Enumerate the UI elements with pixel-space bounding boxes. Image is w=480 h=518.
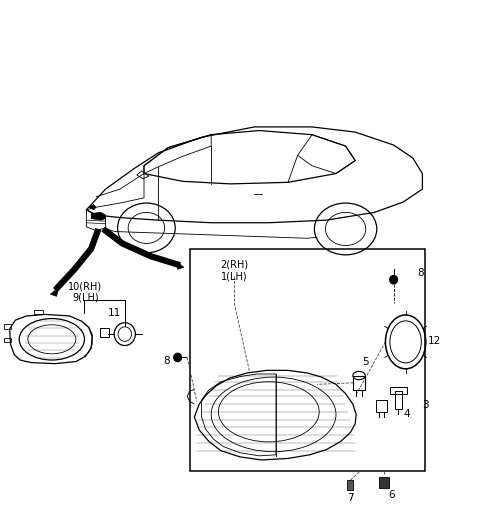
- Text: 8: 8: [163, 355, 170, 366]
- Polygon shape: [91, 212, 106, 220]
- Text: 6: 6: [388, 490, 395, 500]
- Circle shape: [390, 276, 397, 284]
- Text: 8: 8: [418, 268, 424, 278]
- Polygon shape: [177, 262, 184, 269]
- Text: 3: 3: [422, 400, 429, 410]
- Text: 12: 12: [428, 336, 442, 346]
- Text: 5: 5: [362, 356, 369, 367]
- Polygon shape: [50, 287, 59, 296]
- Text: 7: 7: [347, 493, 354, 503]
- Bar: [395, 391, 402, 409]
- Bar: [353, 376, 365, 390]
- Text: 11: 11: [108, 308, 121, 319]
- Bar: [190, 249, 425, 471]
- Polygon shape: [89, 205, 96, 210]
- Text: 10(RH)
9(LH): 10(RH) 9(LH): [68, 281, 103, 303]
- Text: 4: 4: [403, 409, 410, 420]
- Circle shape: [174, 353, 181, 362]
- Bar: [347, 480, 353, 490]
- Bar: [376, 400, 387, 412]
- Bar: [379, 477, 389, 488]
- Text: 2(RH)
1(LH): 2(RH) 1(LH): [220, 260, 248, 281]
- Bar: [100, 328, 109, 337]
- Bar: [390, 387, 407, 394]
